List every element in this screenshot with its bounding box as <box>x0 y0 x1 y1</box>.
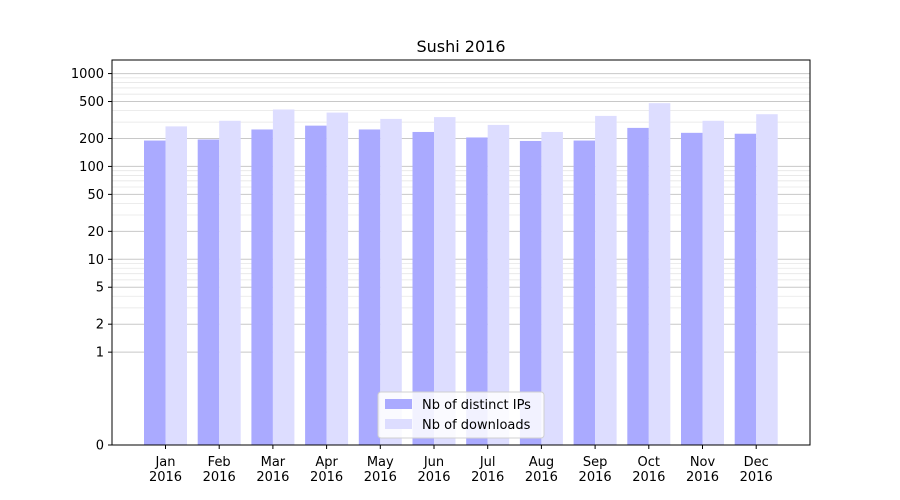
bar-downloads <box>648 103 671 445</box>
y-tick-label: 500 <box>79 95 104 110</box>
bar-distinct-ips <box>519 140 542 445</box>
plot-frame <box>111 59 811 446</box>
bar-downloads <box>702 120 724 445</box>
bar-distinct-ips <box>412 131 434 445</box>
chart-title: Sushi 2016 <box>416 37 505 56</box>
bar-downloads <box>487 124 510 446</box>
x-axis: Jan 2016 Feb 2016 Mar 2016 Apr 2016 May 2016 Jun 20… <box>149 445 773 485</box>
bar-downloads <box>541 131 563 445</box>
y-tick-label: 2 <box>96 318 104 333</box>
x-tick-label: Jun 2016 <box>417 455 450 485</box>
bar-downloads <box>380 118 402 445</box>
legend-swatch <box>385 399 412 409</box>
y-tick-label: 200 <box>79 132 104 147</box>
bar-downloads <box>756 114 778 446</box>
y-tick-label: 20 <box>87 225 104 240</box>
y-axis: 0 1 2 5 10 20 50 100 200 500 1000 <box>71 67 112 454</box>
bar-distinct-ips <box>627 127 649 445</box>
bar-distinct-ips <box>305 125 327 445</box>
y-tick-label: 1 <box>96 346 104 361</box>
x-tick-label: Apr 2016 <box>310 455 343 485</box>
bar-distinct-ips <box>466 137 488 445</box>
legend-swatch <box>385 419 412 429</box>
y-tick-label: 100 <box>79 160 104 175</box>
x-tick-label: Oct 2016 <box>632 455 665 485</box>
bar-downloads <box>165 126 187 445</box>
x-tick-label: Nov 2016 <box>686 455 719 485</box>
y-tick-label: 10 <box>87 253 104 268</box>
x-tick-label: Sep 2016 <box>579 455 612 485</box>
x-tick-label: Dec 2016 <box>740 455 773 485</box>
bar-distinct-ips <box>197 139 220 446</box>
bar-distinct-ips <box>358 129 381 445</box>
y-tick-label: 1000 <box>71 67 104 82</box>
bar-distinct-ips <box>573 140 596 445</box>
y-tick-label: 50 <box>87 188 104 203</box>
bar-downloads <box>272 109 295 446</box>
legend-label: Nb of distinct IPs <box>422 398 531 413</box>
bars <box>144 103 778 446</box>
y-tick-label: 0 <box>96 439 104 454</box>
bar-distinct-ips <box>681 132 703 445</box>
x-tick-label: Jul 2016 <box>471 455 504 485</box>
bar-downloads <box>434 117 456 445</box>
bar-distinct-ips <box>251 129 273 445</box>
legend-label: Nb of downloads <box>422 418 531 433</box>
legend-box <box>377 391 545 439</box>
bar-distinct-ips <box>734 133 757 445</box>
x-tick-label: Feb 2016 <box>203 455 236 485</box>
bar-downloads <box>219 120 241 445</box>
bar-downloads <box>326 112 349 446</box>
x-tick-label: Jan 2016 <box>149 455 182 485</box>
bar-distinct-ips <box>144 140 166 445</box>
x-tick-label: May 2016 <box>364 455 397 485</box>
bar-downloads <box>595 115 617 446</box>
x-tick-label: Aug 2016 <box>525 455 558 485</box>
y-tick-label: 5 <box>96 281 104 296</box>
x-tick-label: Mar 2016 <box>256 455 289 485</box>
legend: Nb of distinct IPs Nb of downloads <box>377 391 545 439</box>
